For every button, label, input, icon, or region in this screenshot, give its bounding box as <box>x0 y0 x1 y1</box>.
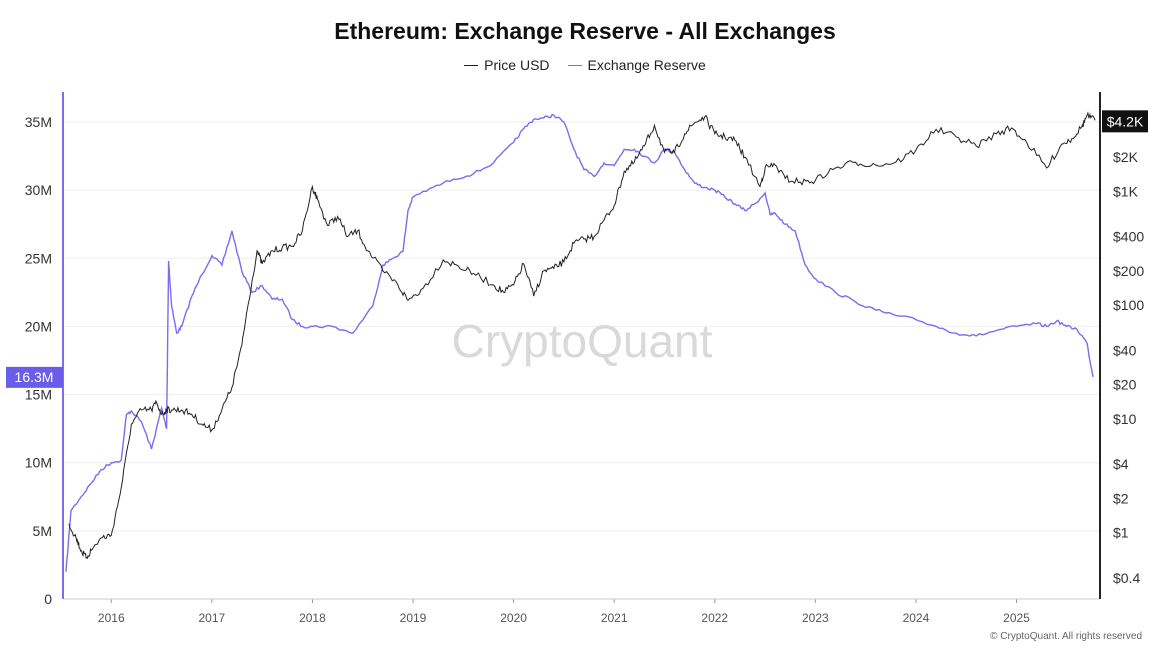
right-tick-$1K: $1K <box>1113 183 1139 199</box>
current-reserve-label: 16.3M <box>15 369 54 385</box>
copyright-text: © CryptoQuant. All rights reserved <box>990 631 1142 642</box>
left-tick-5M: 5M <box>33 523 52 539</box>
right-tick-$10: $10 <box>1113 411 1137 427</box>
x-tick-2018: 2018 <box>299 611 326 625</box>
left-tick-20M: 20M <box>25 318 52 334</box>
legend: Price USD Exchange Reserve <box>0 57 1170 73</box>
left-tick-0: 0 <box>44 591 52 607</box>
legend-swatch-price <box>464 64 479 66</box>
x-tick-2024: 2024 <box>903 611 930 625</box>
legend-item-price[interactable]: Price USD <box>464 57 550 73</box>
x-tick-2016: 2016 <box>98 611 125 625</box>
legend-label-price: Price USD <box>484 57 550 73</box>
left-tick-35M: 35M <box>25 114 52 130</box>
left-tick-15M: 15M <box>25 387 52 403</box>
right-tick-$200: $200 <box>1113 263 1144 279</box>
current-price-badge <box>1102 110 1148 133</box>
current-price-label: $4.2K <box>1107 113 1144 129</box>
legend-item-reserve[interactable]: Exchange Reserve <box>567 57 706 73</box>
legend-swatch-reserve <box>567 64 582 66</box>
x-tick-2020: 2020 <box>500 611 527 625</box>
left-tick-10M: 10M <box>25 455 52 471</box>
x-tick-2021: 2021 <box>601 611 628 625</box>
right-tick-$100: $100 <box>1113 297 1144 313</box>
left-tick-30M: 30M <box>25 182 52 198</box>
axis-layer: 0 5M 10M 15M 20M 25M 30M 35M 2016 2017 2018 2019 202… <box>25 92 1144 625</box>
right-tick-$40: $40 <box>1113 342 1137 358</box>
label-layer: 16.3M $4.2K <box>6 110 1148 388</box>
x-tick-2019: 2019 <box>400 611 427 625</box>
right-tick-$4: $4 <box>1113 456 1129 472</box>
right-tick-$0.4: $0.4 <box>1113 570 1140 586</box>
watermark-text: CryptoQuant <box>452 315 713 367</box>
legend-label-reserve: Exchange Reserve <box>587 57 706 73</box>
current-reserve-badge <box>6 366 63 388</box>
right-tick-$20: $20 <box>1113 377 1137 393</box>
series-layer <box>65 111 1096 572</box>
x-tick-2017: 2017 <box>199 611 226 625</box>
series-line-price-usd <box>68 111 1096 560</box>
x-tick-2025: 2025 <box>1003 611 1030 625</box>
left-tick-25M: 25M <box>25 250 52 266</box>
right-tick-$2: $2 <box>1113 490 1129 506</box>
right-tick-$2K: $2K <box>1113 149 1139 165</box>
grid-layer <box>64 121 1100 532</box>
x-tick-2022: 2022 <box>701 611 728 625</box>
chart-title: Ethereum: Exchange Reserve - All Exchang… <box>334 18 836 44</box>
x-tick-2023: 2023 <box>802 611 829 625</box>
right-tick-$400: $400 <box>1113 229 1144 245</box>
series-line-exchange-reserve <box>65 113 1094 572</box>
right-tick-$1: $1 <box>1113 525 1129 541</box>
